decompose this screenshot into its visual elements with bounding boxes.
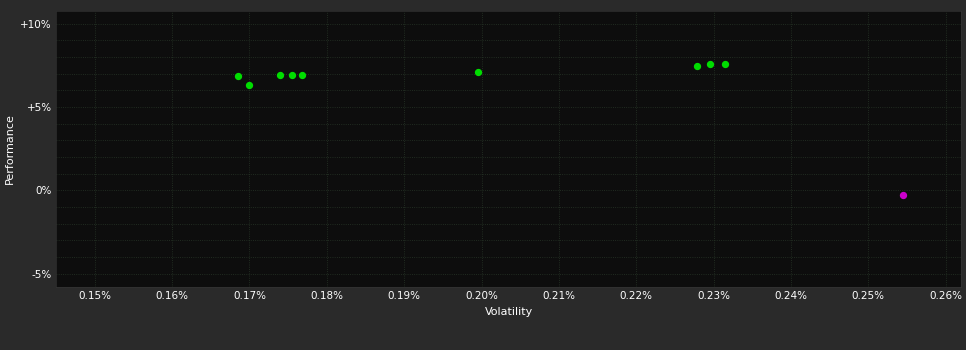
- Point: [689, 63, 704, 69]
- Point: [242, 82, 257, 88]
- Point: [230, 74, 245, 79]
- Point: [272, 72, 288, 77]
- Point: [295, 72, 310, 77]
- Point: [284, 73, 299, 78]
- Point: [718, 61, 733, 66]
- Point: [702, 61, 718, 66]
- X-axis label: Volatility: Volatility: [485, 307, 532, 317]
- Y-axis label: Performance: Performance: [5, 113, 14, 184]
- Point: [469, 69, 485, 75]
- Point: [895, 192, 911, 197]
